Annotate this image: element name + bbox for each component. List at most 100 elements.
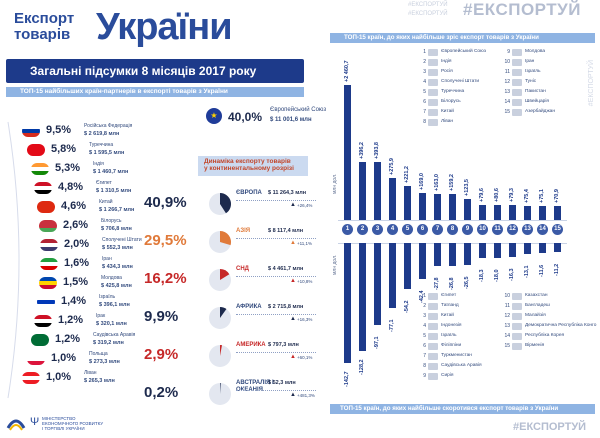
partners-title: ТОП-15 найбільших країн-партнерів в експ… bbox=[6, 87, 304, 97]
legend-country: Білорусь bbox=[441, 99, 461, 104]
country-flag-icon bbox=[512, 323, 522, 330]
country-flag-icon bbox=[428, 69, 438, 76]
country-flag-icon bbox=[22, 372, 40, 384]
partner-row: 1,2% Саудівська Аравія $ 319,2 млн bbox=[31, 331, 201, 349]
bar-label: +159,2 bbox=[449, 174, 455, 192]
partner-pct: 9,5% bbox=[46, 124, 72, 136]
category-marker: 4 bbox=[387, 224, 398, 235]
legend-item: 6 Білорусь bbox=[418, 98, 500, 107]
partner-pct: 1,6% bbox=[64, 257, 90, 269]
country-flag-icon bbox=[428, 373, 438, 380]
country-flag-icon bbox=[39, 277, 57, 289]
legend-country: Китай bbox=[441, 109, 454, 114]
partners-list: 9,5% Російська Федерація $ 2 619,8 млн 5,8%… bbox=[6, 122, 196, 392]
growth-arrow-icon: ▲ bbox=[290, 316, 296, 322]
legend-country: Сполучені Штати bbox=[441, 79, 480, 84]
legend-number: 3 bbox=[423, 69, 426, 75]
category-marker: 11 bbox=[492, 224, 503, 235]
bar-label: +70,9 bbox=[554, 189, 560, 204]
dynamics-title: Динаміка експорту товарів у континенталь… bbox=[198, 156, 308, 176]
bar-label: -16,3 bbox=[509, 268, 515, 281]
continent-row: 29,5% АЗІЯ $ 8 117,4 млн ▲ +11,1% bbox=[140, 224, 325, 260]
bar bbox=[539, 243, 546, 253]
bar-label: -11,6 bbox=[539, 264, 545, 277]
continent-pie bbox=[209, 382, 231, 405]
legend-country: Малайзія bbox=[525, 313, 546, 318]
legend-country: Азербайджан bbox=[525, 109, 555, 114]
partner-amount: $ 706,8 млн bbox=[101, 226, 132, 232]
legend-item: 10 Казахстан bbox=[502, 292, 584, 301]
decline-legend: 1 Єгипет 2 Таїланд 3 Китай 4 Індонезія 5 Ізраїль 6… bbox=[418, 292, 596, 392]
partner-row: 1,0% Ліван $ 265,3 млн bbox=[22, 369, 192, 387]
bar bbox=[434, 243, 441, 267]
country-flag-icon bbox=[512, 333, 522, 340]
category-marker: 7 bbox=[432, 224, 443, 235]
legend-number: 11 bbox=[504, 303, 510, 309]
decline-title: ТОП-15 країн, до яких найбільше скоротив… bbox=[330, 404, 595, 414]
continent-amount: $ 797,3 млн bbox=[268, 342, 299, 348]
continent-growth: +60,1% bbox=[297, 355, 313, 360]
bar bbox=[509, 205, 516, 220]
category-marker: 5 bbox=[402, 224, 413, 235]
legend-number: 12 bbox=[504, 313, 510, 319]
legend-country: Індонезія bbox=[441, 323, 462, 328]
partner-name: Білорусь bbox=[101, 218, 122, 224]
partner-row: 1,2% Ірак $ 320,1 млн bbox=[34, 312, 204, 330]
partner-pct: 2,6% bbox=[63, 219, 89, 231]
partner-name: Польща bbox=[89, 351, 108, 357]
bar bbox=[359, 161, 366, 220]
partner-pct: 5,8% bbox=[51, 143, 77, 155]
legend-item: 14 Республіка Корея bbox=[502, 332, 584, 341]
category-marker: 10 bbox=[477, 224, 488, 235]
growth-title: ТОП-15 країн, до яких найбільше зріс екс… bbox=[330, 33, 595, 43]
legend-number: 8 bbox=[423, 119, 426, 125]
category-marker: 13 bbox=[522, 224, 533, 235]
country-flag-icon bbox=[428, 343, 438, 350]
legend-number: 2 bbox=[423, 59, 426, 65]
growth-arrow-icon: ▲ bbox=[290, 354, 296, 360]
dynamics-title-line2: у континентальному розрізі bbox=[204, 165, 294, 172]
partner-row: 2,6% Білорусь $ 706,8 млн bbox=[39, 217, 209, 235]
category-marker: 2 bbox=[357, 224, 368, 235]
legend-country: Туніс bbox=[525, 79, 537, 84]
partner-row: 4,8% Єгипет $ 1 310,5 млн bbox=[34, 179, 204, 197]
country-flag-icon bbox=[40, 258, 58, 270]
continent-name: АЗІЯ bbox=[236, 228, 251, 234]
country-flag-icon bbox=[428, 49, 438, 56]
country-flag-icon bbox=[428, 323, 438, 330]
country-flag-icon bbox=[27, 353, 45, 365]
country-flag-icon bbox=[512, 313, 522, 320]
legend-number: 14 bbox=[504, 333, 510, 339]
legend-country: Казахстан bbox=[525, 293, 548, 298]
continent-row: 40,9% ЄВРОПА $ 11 264,3 млн ▲ +26,4% bbox=[140, 186, 325, 222]
partner-row: 1,5% Молдова $ 425,8 млн bbox=[39, 274, 209, 292]
legend-item: 7 Китай bbox=[418, 108, 500, 117]
bar bbox=[479, 205, 486, 220]
legend-number: 14 bbox=[504, 99, 510, 105]
partner-pct: 2,0% bbox=[64, 238, 90, 250]
country-flag-icon bbox=[40, 239, 58, 251]
hashtag-faint-1: #ЕКСПОРТУЙ bbox=[408, 2, 448, 8]
bar-label: -11,2 bbox=[554, 264, 560, 277]
legend-number: 7 bbox=[423, 353, 426, 359]
dotted-leader bbox=[236, 200, 316, 201]
country-flag-icon bbox=[27, 144, 45, 156]
legend-number: 1 bbox=[423, 49, 426, 55]
legend-number: 15 bbox=[504, 109, 510, 115]
bar-label: -77,1 bbox=[389, 319, 395, 332]
country-flag-icon bbox=[428, 89, 438, 96]
legend-item: 5 Туреччина bbox=[418, 88, 500, 97]
partner-amount: $ 1 595,5 млн bbox=[89, 150, 125, 156]
growth-arrow-icon: ▲ bbox=[290, 278, 296, 284]
dotted-leader bbox=[236, 314, 316, 315]
bar-label: -26,8 bbox=[449, 276, 455, 290]
category-marker: 8 bbox=[447, 224, 458, 235]
continent-row: 9,9% АФРИКА $ 2 715,8 млн ▲ +16,3% bbox=[140, 300, 325, 336]
legend-item: 12 Туніс bbox=[502, 78, 584, 87]
partner-pct: 1,5% bbox=[63, 276, 89, 288]
legend-number: 1 bbox=[423, 293, 426, 299]
bar-label: -18,3 bbox=[479, 269, 485, 283]
legend-country: Філіппіни bbox=[441, 343, 462, 348]
growth-arrow-icon: ▲ bbox=[290, 240, 296, 246]
legend-country: Індія bbox=[441, 59, 452, 64]
